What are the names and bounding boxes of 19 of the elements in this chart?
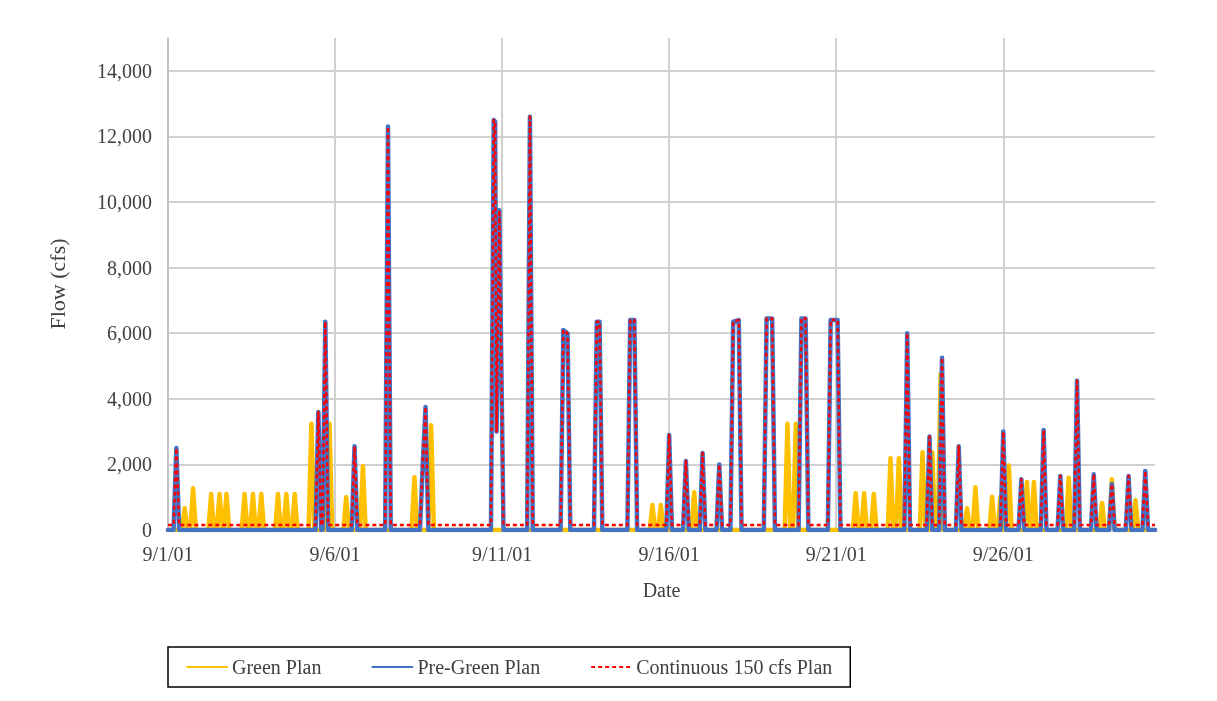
y-tick-label: 8,000 bbox=[107, 256, 152, 279]
x-tick-label: 9/26/01 bbox=[972, 543, 1034, 565]
y-tick-label: 0 bbox=[142, 519, 152, 541]
x-tick-label: 9/1/01 bbox=[142, 543, 194, 565]
x-tick-label: 9/11/01 bbox=[471, 543, 533, 565]
legend-label: Green Plan bbox=[232, 656, 322, 678]
y-tick-label: 10,000 bbox=[97, 191, 152, 213]
y-tick-label: 4,000 bbox=[107, 387, 152, 410]
x-tick-label: 9/21/01 bbox=[805, 543, 867, 565]
x-tick-label: 9/16/01 bbox=[638, 543, 700, 565]
y-tick-label: 2,000 bbox=[107, 453, 152, 476]
x-tick-label: 9/6/01 bbox=[309, 543, 361, 565]
y-tick-label: 6,000 bbox=[107, 322, 152, 345]
y-tick-label: 12,000 bbox=[97, 125, 152, 148]
y-axis-title: Flow (cfs) bbox=[44, 238, 70, 330]
x-axis-title: Date bbox=[642, 579, 681, 601]
y-tick-label: 14,000 bbox=[97, 59, 152, 82]
legend-label: Pre-Green Plan bbox=[417, 656, 541, 678]
legend-label: Continuous 150 cfs Plan bbox=[636, 656, 833, 678]
